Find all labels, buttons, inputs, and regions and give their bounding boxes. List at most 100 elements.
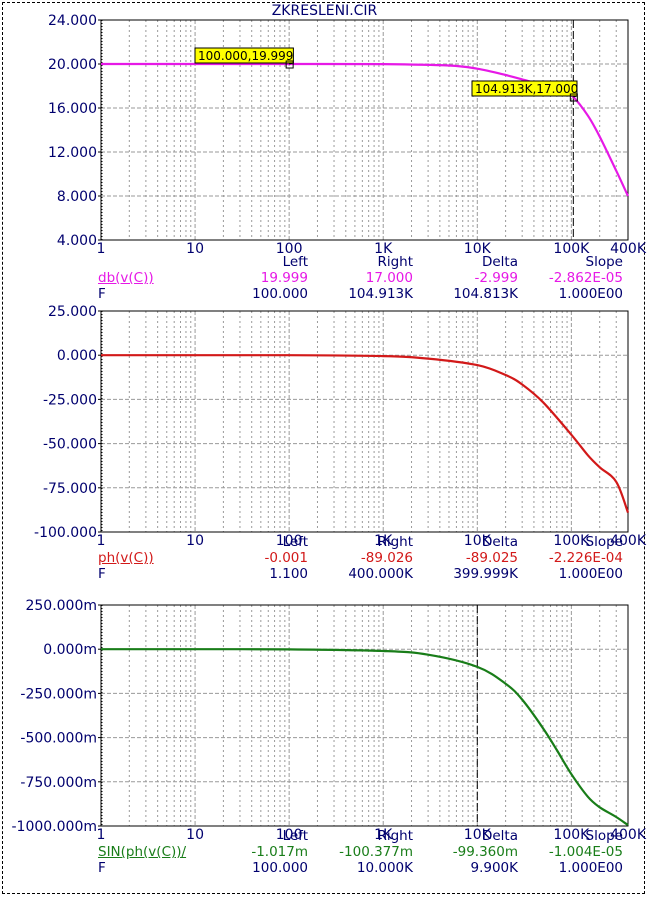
- x-variable-label: F: [98, 860, 106, 876]
- trace-value: -100.377m: [339, 844, 413, 860]
- cursor-marker[interactable]: [285, 60, 294, 69]
- annotation-box: [194, 47, 294, 64]
- x-tick-label: 1K: [374, 533, 393, 549]
- readout-header-delta: Delta: [481, 254, 518, 270]
- x-value: 1.100: [269, 566, 308, 582]
- x-value: 100.000: [252, 860, 308, 876]
- x-tick-label: 10K: [464, 533, 492, 549]
- x-grid: [128, 311, 629, 532]
- readout-header-delta: Delta: [481, 828, 518, 844]
- readout-header-left: Left: [282, 254, 308, 270]
- x-tick-label: 10K: [464, 827, 492, 843]
- trace-value: -2.999: [474, 270, 518, 286]
- x-tick-label: 1K: [374, 241, 393, 257]
- y-tick-label: 16.000: [48, 101, 97, 117]
- annotation-label: 100.000,19.999: [198, 49, 293, 63]
- y-tick-label: -250.000m: [20, 686, 97, 702]
- readout-header-delta: Delta: [481, 534, 518, 550]
- chart-panel-2: -100.000 -75.000 -50.000 -25.000 0.000 25.000…: [34, 304, 647, 549]
- y-tick-label: 0.000m: [43, 642, 97, 658]
- x-value: 1.000E00: [558, 286, 623, 302]
- x-tick-label: 400K: [610, 827, 647, 843]
- annotation-leader: [573, 95, 578, 98]
- x-variable-label: F: [98, 566, 106, 582]
- y-tick-label: -1000.000m: [12, 819, 98, 835]
- cursor-marker[interactable]: [569, 93, 578, 102]
- readout-header-left: Left: [282, 828, 308, 844]
- x-value: 10.000K: [356, 860, 413, 876]
- trace-value: -99.360m: [452, 844, 518, 860]
- y-tick-label: 25.000: [48, 304, 97, 320]
- x-tick-label: 10: [186, 241, 204, 257]
- x-tick-label: 10: [186, 827, 204, 843]
- cursor-annotation-2: 104.913K,17.000: [471, 80, 578, 102]
- chart-panel-1: 4.000 8.000 12.000 16.000 20.000 24.000 1 10 100…: [48, 13, 647, 257]
- chart-title: ZKRESLENI.CIR: [271, 3, 378, 19]
- plot-frame: [100, 604, 629, 827]
- x-tick-label: 100K: [553, 533, 590, 549]
- readout-header-slope: Slope: [585, 828, 623, 844]
- plot-frame: [100, 19, 629, 241]
- trace-value: 17.000: [365, 270, 413, 286]
- x-tick-label: 1: [97, 533, 106, 549]
- y-tick-label: -25.000: [43, 392, 97, 408]
- x-tick-label: 1: [97, 241, 106, 257]
- readout-header-right: Right: [377, 534, 413, 550]
- x-tick-label: 1: [97, 827, 106, 843]
- cursor-annotation-1: 100.000,19.999: [194, 47, 294, 69]
- trace-value: -1.017m: [251, 844, 308, 860]
- y-tick-label: -750.000m: [20, 775, 97, 791]
- y-tick-label: 0.000: [57, 348, 97, 364]
- readout-header-right: Right: [377, 254, 413, 270]
- trace-value: 19.999: [260, 270, 308, 286]
- trace-value: -1.004E-05: [548, 844, 623, 860]
- x-tick-label: 100: [276, 533, 303, 549]
- x-tick-label: 100K: [553, 827, 590, 843]
- y-tick-label: 24.000: [48, 13, 97, 29]
- x-value: 400.000K: [348, 566, 413, 582]
- x-tick-label: 100: [276, 241, 303, 257]
- y-tick-label: -500.000m: [20, 731, 97, 747]
- readout-header-right: Right: [377, 828, 413, 844]
- trace-value: -0.001: [264, 550, 308, 566]
- y-tick-label: 4.000: [57, 233, 97, 249]
- annotation-box: [471, 80, 578, 97]
- x-tick-label: 400K: [610, 533, 647, 549]
- series-line: [101, 648, 629, 827]
- y-tick-label: 250.000m: [25, 598, 97, 614]
- y-tick-label: 8.000: [57, 189, 97, 205]
- chart-panel-3: -1000.000m -750.000m -500.000m -250.000m 0.0…: [12, 598, 647, 843]
- x-tick-label: 1K: [374, 827, 393, 843]
- x-value: 9.900K: [470, 860, 518, 876]
- trace-value: -2.226E-04: [548, 550, 623, 566]
- y-tick-label: -75.000: [43, 481, 97, 497]
- series-line: [100, 354, 630, 513]
- trace-value: -89.025: [465, 550, 518, 566]
- trace-expression[interactable]: SIN(ph(v(C))/: [98, 844, 187, 860]
- x-value: 104.913K: [348, 286, 413, 302]
- y-tick-label: 12.000: [48, 145, 97, 161]
- trace-expression[interactable]: db(v(C)): [98, 270, 154, 286]
- annotation-label: 104.913K,17.000: [475, 82, 578, 96]
- readout-header-left: Left: [282, 534, 308, 550]
- x-grid: [128, 605, 629, 826]
- x-value: 100.000: [252, 286, 308, 302]
- x-value: 399.999K: [453, 566, 518, 582]
- trace-value: -2.862E-05: [548, 270, 623, 286]
- y-tick-label: 20.000: [48, 57, 97, 73]
- x-tick-label: 400K: [610, 241, 647, 257]
- x-tick-label: 10K: [464, 241, 492, 257]
- x-value: 104.813K: [453, 286, 518, 302]
- y-tick-label: -50.000: [43, 437, 97, 453]
- x-variable-label: F: [98, 286, 106, 302]
- y-tick-label: -100.000: [34, 525, 97, 541]
- readout-header-slope: Slope: [585, 534, 623, 550]
- x-tick-label: 100K: [553, 241, 590, 257]
- trace-expression[interactable]: ph(v(C)): [98, 550, 154, 566]
- x-value: 1.000E00: [558, 566, 623, 582]
- x-value: 1.000E00: [558, 860, 623, 876]
- x-tick-label: 100: [276, 827, 303, 843]
- trace-value: -89.026: [360, 550, 413, 566]
